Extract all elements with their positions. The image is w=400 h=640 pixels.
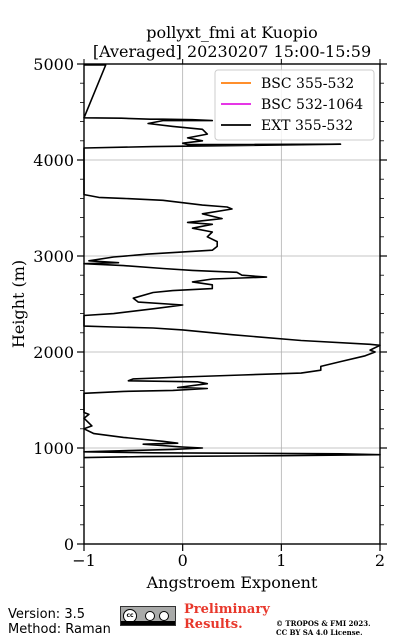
y-tick-label: 2000 bbox=[33, 343, 74, 362]
x-tick-labels: −1 0 1 2 bbox=[72, 551, 385, 570]
y-tick-labels: 0 1000 2000 3000 4000 5000 bbox=[33, 55, 74, 554]
preliminary-results-note: Preliminary Results. bbox=[184, 602, 284, 632]
version-text: Version: 3.5 bbox=[8, 607, 85, 622]
copyright-line-2: CC BY SA 4.0 License. bbox=[276, 628, 363, 637]
preliminary-line-2: Results. bbox=[184, 617, 243, 632]
chart-title: pollyxt_fmi at Kuopio bbox=[146, 23, 317, 42]
preliminary-line-1: Preliminary bbox=[184, 602, 270, 617]
sa-icon bbox=[159, 611, 169, 621]
y-tick-label: 1000 bbox=[33, 439, 74, 458]
x-tick-label: −1 bbox=[72, 551, 96, 570]
y-tick-label: 5000 bbox=[33, 55, 74, 74]
by-icon bbox=[145, 611, 155, 621]
copyright-note: © TROPOS & FMI 2023. CC BY SA 4.0 Licens… bbox=[276, 619, 400, 637]
x-tick-label: 0 bbox=[178, 551, 188, 570]
x-tick-label: 2 bbox=[375, 551, 385, 570]
y-tick-label: 0 bbox=[64, 535, 74, 554]
series-line bbox=[83, 64, 381, 459]
y-tick-label: 3000 bbox=[33, 247, 74, 266]
axis-ticks bbox=[77, 59, 387, 551]
method-text: Method: Raman bbox=[8, 622, 111, 637]
legend-label: EXT 355-532 bbox=[261, 118, 353, 134]
cc-strip bbox=[121, 621, 175, 625]
x-tick-label: 1 bbox=[276, 551, 286, 570]
legend-label: BSC 532-1064 bbox=[261, 97, 363, 113]
plot-frame bbox=[83, 63, 381, 545]
y-axis-label: Height (m) bbox=[9, 260, 28, 348]
legend-box bbox=[214, 69, 375, 141]
legend-entries: BSC 355-532 BSC 532-1064 EXT 355-532 bbox=[221, 76, 363, 134]
copyright-line-1: © TROPOS & FMI 2023. bbox=[276, 619, 371, 628]
legend-label: BSC 355-532 bbox=[261, 76, 354, 92]
legend: BSC 355-532 BSC 532-1064 EXT 355-532 bbox=[214, 69, 375, 141]
chart-subtitle: [Averaged] 20230207 15:00-15:59 bbox=[93, 42, 371, 61]
series-layer bbox=[83, 64, 381, 459]
y-tick-label: 4000 bbox=[33, 151, 74, 170]
chart-svg: pollyxt_fmi at Kuopio [Averaged] 2023020… bbox=[9, 23, 387, 592]
cc-license-logo: cc bbox=[120, 606, 176, 626]
x-axis-label: Angstroem Exponent bbox=[146, 573, 318, 592]
